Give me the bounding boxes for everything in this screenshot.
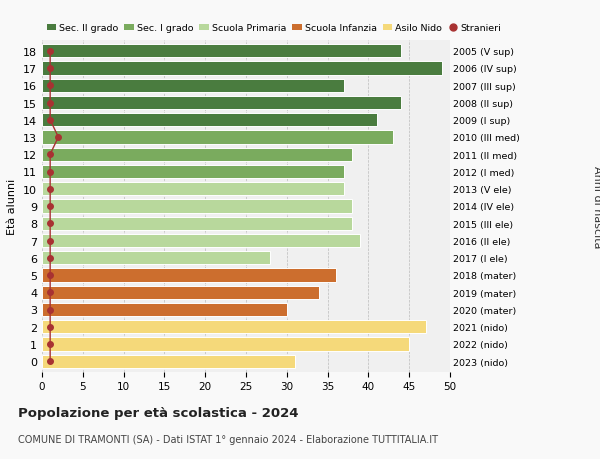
Bar <box>42 114 377 127</box>
Bar <box>42 200 352 213</box>
Bar <box>42 252 271 265</box>
Text: COMUNE DI TRAMONTI (SA) - Dati ISTAT 1° gennaio 2024 - Elaborazione TUTTITALIA.I: COMUNE DI TRAMONTI (SA) - Dati ISTAT 1° … <box>18 434 438 444</box>
Bar <box>42 269 336 282</box>
Bar <box>42 286 319 299</box>
Bar <box>42 96 401 110</box>
Bar <box>42 62 442 76</box>
Bar <box>42 320 425 334</box>
Bar <box>42 303 287 317</box>
Text: Anni di nascita: Anni di nascita <box>592 165 600 248</box>
Bar <box>42 165 344 179</box>
Bar <box>42 45 401 58</box>
Text: Popolazione per età scolastica - 2024: Popolazione per età scolastica - 2024 <box>18 406 299 419</box>
Bar <box>42 217 352 230</box>
Bar <box>42 79 344 93</box>
Bar <box>42 148 352 162</box>
Y-axis label: Età alunni: Età alunni <box>7 179 17 235</box>
Bar <box>42 355 295 368</box>
Legend: Sec. II grado, Sec. I grado, Scuola Primaria, Scuola Infanzia, Asilo Nido, Stran: Sec. II grado, Sec. I grado, Scuola Prim… <box>47 24 502 34</box>
Bar <box>42 337 409 351</box>
Bar <box>42 234 360 248</box>
Bar <box>42 131 393 145</box>
Bar <box>42 183 344 196</box>
